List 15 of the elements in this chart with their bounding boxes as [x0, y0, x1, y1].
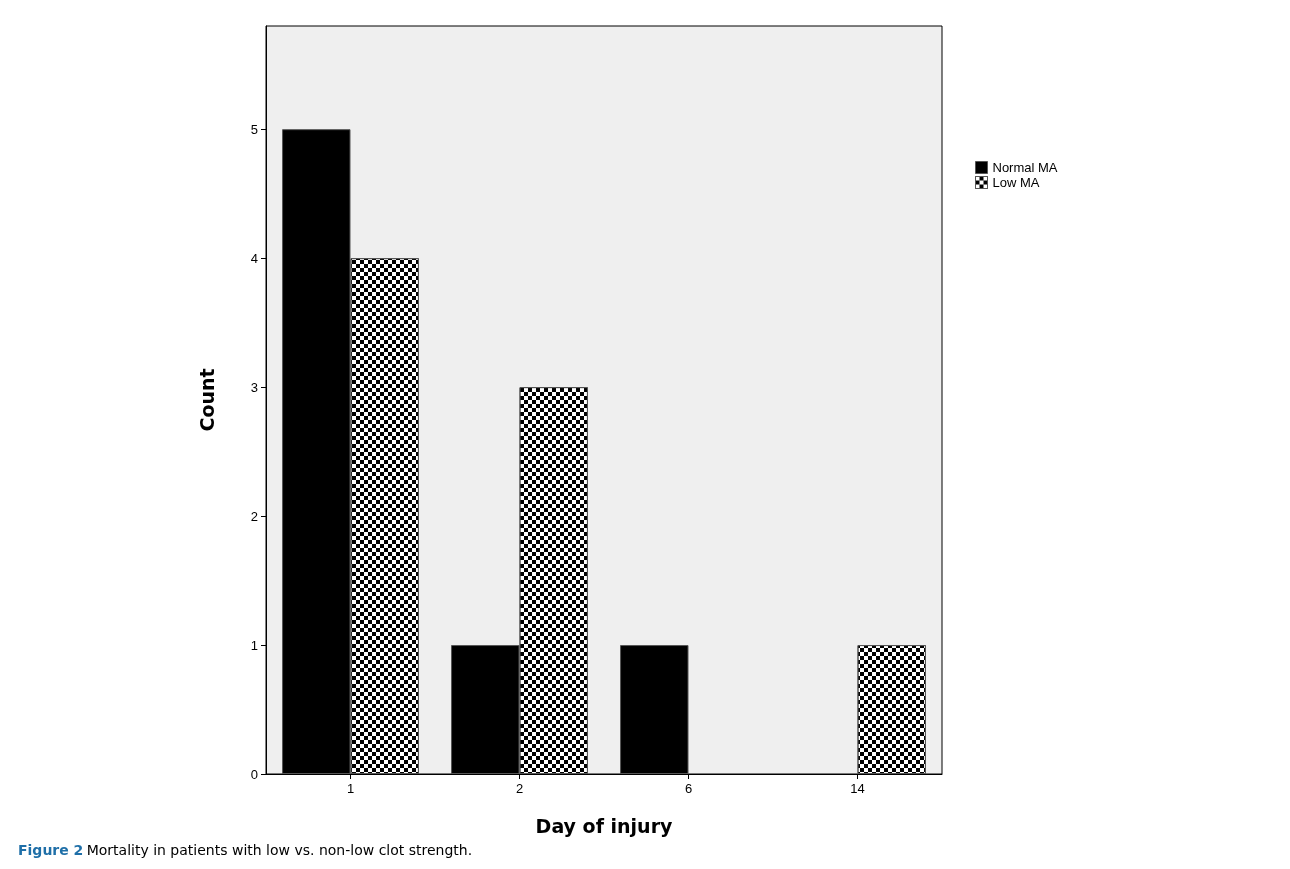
y-tick-label: 2 [250, 508, 258, 524]
x-tick-label: 6 [684, 781, 693, 796]
x-tick-label: 1 [346, 781, 355, 796]
y-tick-label: 0 [250, 766, 258, 782]
x-tick-label: 14 [850, 781, 865, 796]
x-tick-label: 2 [515, 781, 524, 796]
legend-label: Normal MA [992, 160, 1058, 175]
y-tick-label: 5 [250, 121, 258, 137]
y-tick-label: 1 [250, 637, 258, 653]
x-axis-title: Day of injury [535, 814, 673, 837]
y-tick-label: 4 [250, 250, 258, 266]
y-axis-title: Count [195, 368, 218, 432]
y-tick-label: 3 [250, 379, 258, 395]
legend-label: Low MA [992, 175, 1040, 190]
caption: Figure 2 Mortality in patients with low vs. non-low clot strength. [18, 842, 473, 858]
